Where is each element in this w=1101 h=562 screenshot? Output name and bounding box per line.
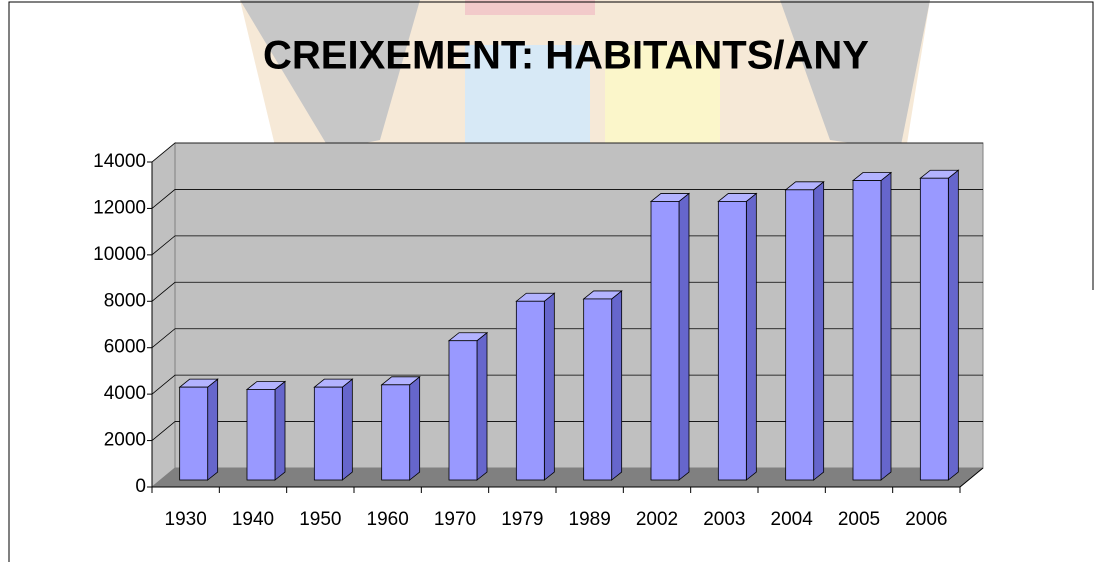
y-tick-label: 2000 [104, 430, 146, 451]
bar-front [786, 190, 814, 480]
page: CREIXEMENT: HABITANTS/ANY 0 2000 4000 6000 8… [0, 0, 1101, 562]
x-tick-label: 1970 [434, 509, 476, 530]
bar-front [180, 387, 208, 480]
bar-front [584, 299, 612, 480]
bar-side [275, 381, 285, 480]
bar-front [382, 385, 410, 480]
bar-front [853, 181, 881, 480]
bar [920, 170, 958, 480]
bar-front [920, 178, 948, 480]
chart-title: CREIXEMENT: HABITANTS/ANY [263, 34, 869, 78]
bar-front [516, 301, 544, 480]
x-tick-label: 1989 [569, 509, 611, 530]
x-tick-label: 1960 [367, 509, 409, 530]
bar [314, 379, 352, 480]
bar-side [477, 333, 487, 480]
x-tick-label: 1950 [299, 509, 341, 530]
bar-side [410, 377, 420, 480]
x-tick-label: 2004 [771, 509, 814, 530]
y-tick-label: 0 [135, 476, 146, 497]
bar [382, 377, 420, 480]
bar-side [746, 193, 756, 480]
side-wall [152, 143, 175, 487]
y-tick-label: 8000 [104, 290, 146, 311]
x-tick-label: 2005 [838, 509, 880, 530]
bar-side [544, 293, 554, 480]
bar [247, 381, 285, 480]
y-tick-label: 12000 [93, 197, 146, 218]
y-tick-label: 6000 [104, 337, 146, 358]
bar-side [948, 170, 958, 480]
bar [584, 291, 622, 480]
chart: CREIXEMENT: HABITANTS/ANY 0 2000 4000 6000 8… [0, 0, 1101, 562]
x-tick-label: 2002 [636, 509, 678, 530]
bar-side [342, 379, 352, 480]
bar [180, 379, 218, 480]
bar-front [449, 341, 477, 480]
y-tick-label: 4000 [104, 383, 146, 404]
bar [516, 293, 554, 480]
bar-front [651, 201, 679, 480]
y-tick-label: 10000 [93, 244, 146, 265]
bar-side [679, 193, 689, 480]
bar-side [612, 291, 622, 480]
x-tick-label: 2003 [703, 509, 745, 530]
bar-front [718, 201, 746, 480]
bar [718, 193, 756, 480]
bar-front [247, 389, 275, 480]
y-tick-label: 14000 [93, 151, 146, 172]
x-tick-label: 2006 [905, 509, 947, 530]
x-tick-label: 1940 [232, 509, 274, 530]
bar [449, 333, 487, 480]
x-tick-label: 1979 [501, 509, 543, 530]
bar-side [814, 182, 824, 480]
bar-front [314, 387, 342, 480]
bar [853, 173, 891, 480]
bar-side [208, 379, 218, 480]
bar [651, 193, 689, 480]
x-tick-label: 1930 [165, 509, 207, 530]
bar [786, 182, 824, 480]
bar-side [881, 173, 891, 480]
